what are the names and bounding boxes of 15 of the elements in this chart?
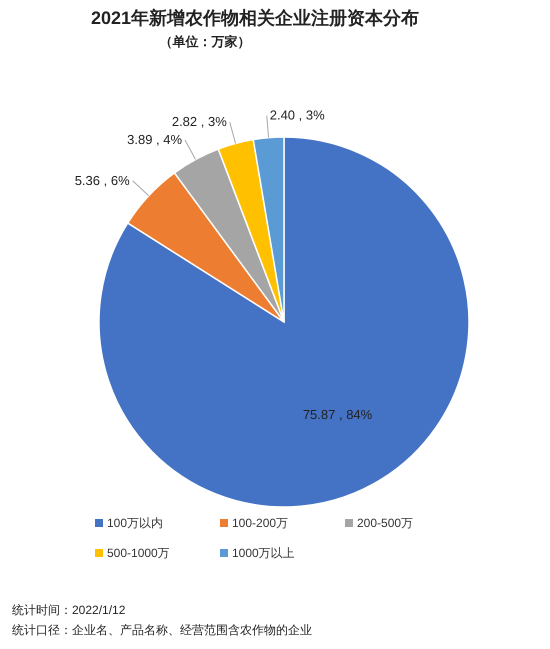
legend-label: 500-1000万 xyxy=(107,546,170,560)
legend-label: 200-500万 xyxy=(357,516,414,530)
legend-label: 100-200万 xyxy=(232,516,288,530)
chart-subtitle: （单位：万家） xyxy=(160,34,250,49)
data-label: 75.87 , 84% xyxy=(302,407,373,422)
text: 统计时间：2022/1/12 xyxy=(12,603,126,617)
text: 统计口径：企业名、产品名称、经营范围含农作物的企业 xyxy=(12,623,312,637)
chart-title: 2021年新增农作物相关企业注册资本分布 xyxy=(90,8,420,28)
data-label: 3.89 , 4% xyxy=(127,132,182,148)
pie-slice xyxy=(98,136,470,508)
data-label: 2.40 , 3% xyxy=(270,108,326,123)
data-label: 5.36 , 6% xyxy=(74,172,130,188)
data-label: 2.82 , 3% xyxy=(172,114,228,130)
legend-label: 1000万以上 xyxy=(232,546,295,560)
legend-label: 100万以内 xyxy=(107,516,164,530)
